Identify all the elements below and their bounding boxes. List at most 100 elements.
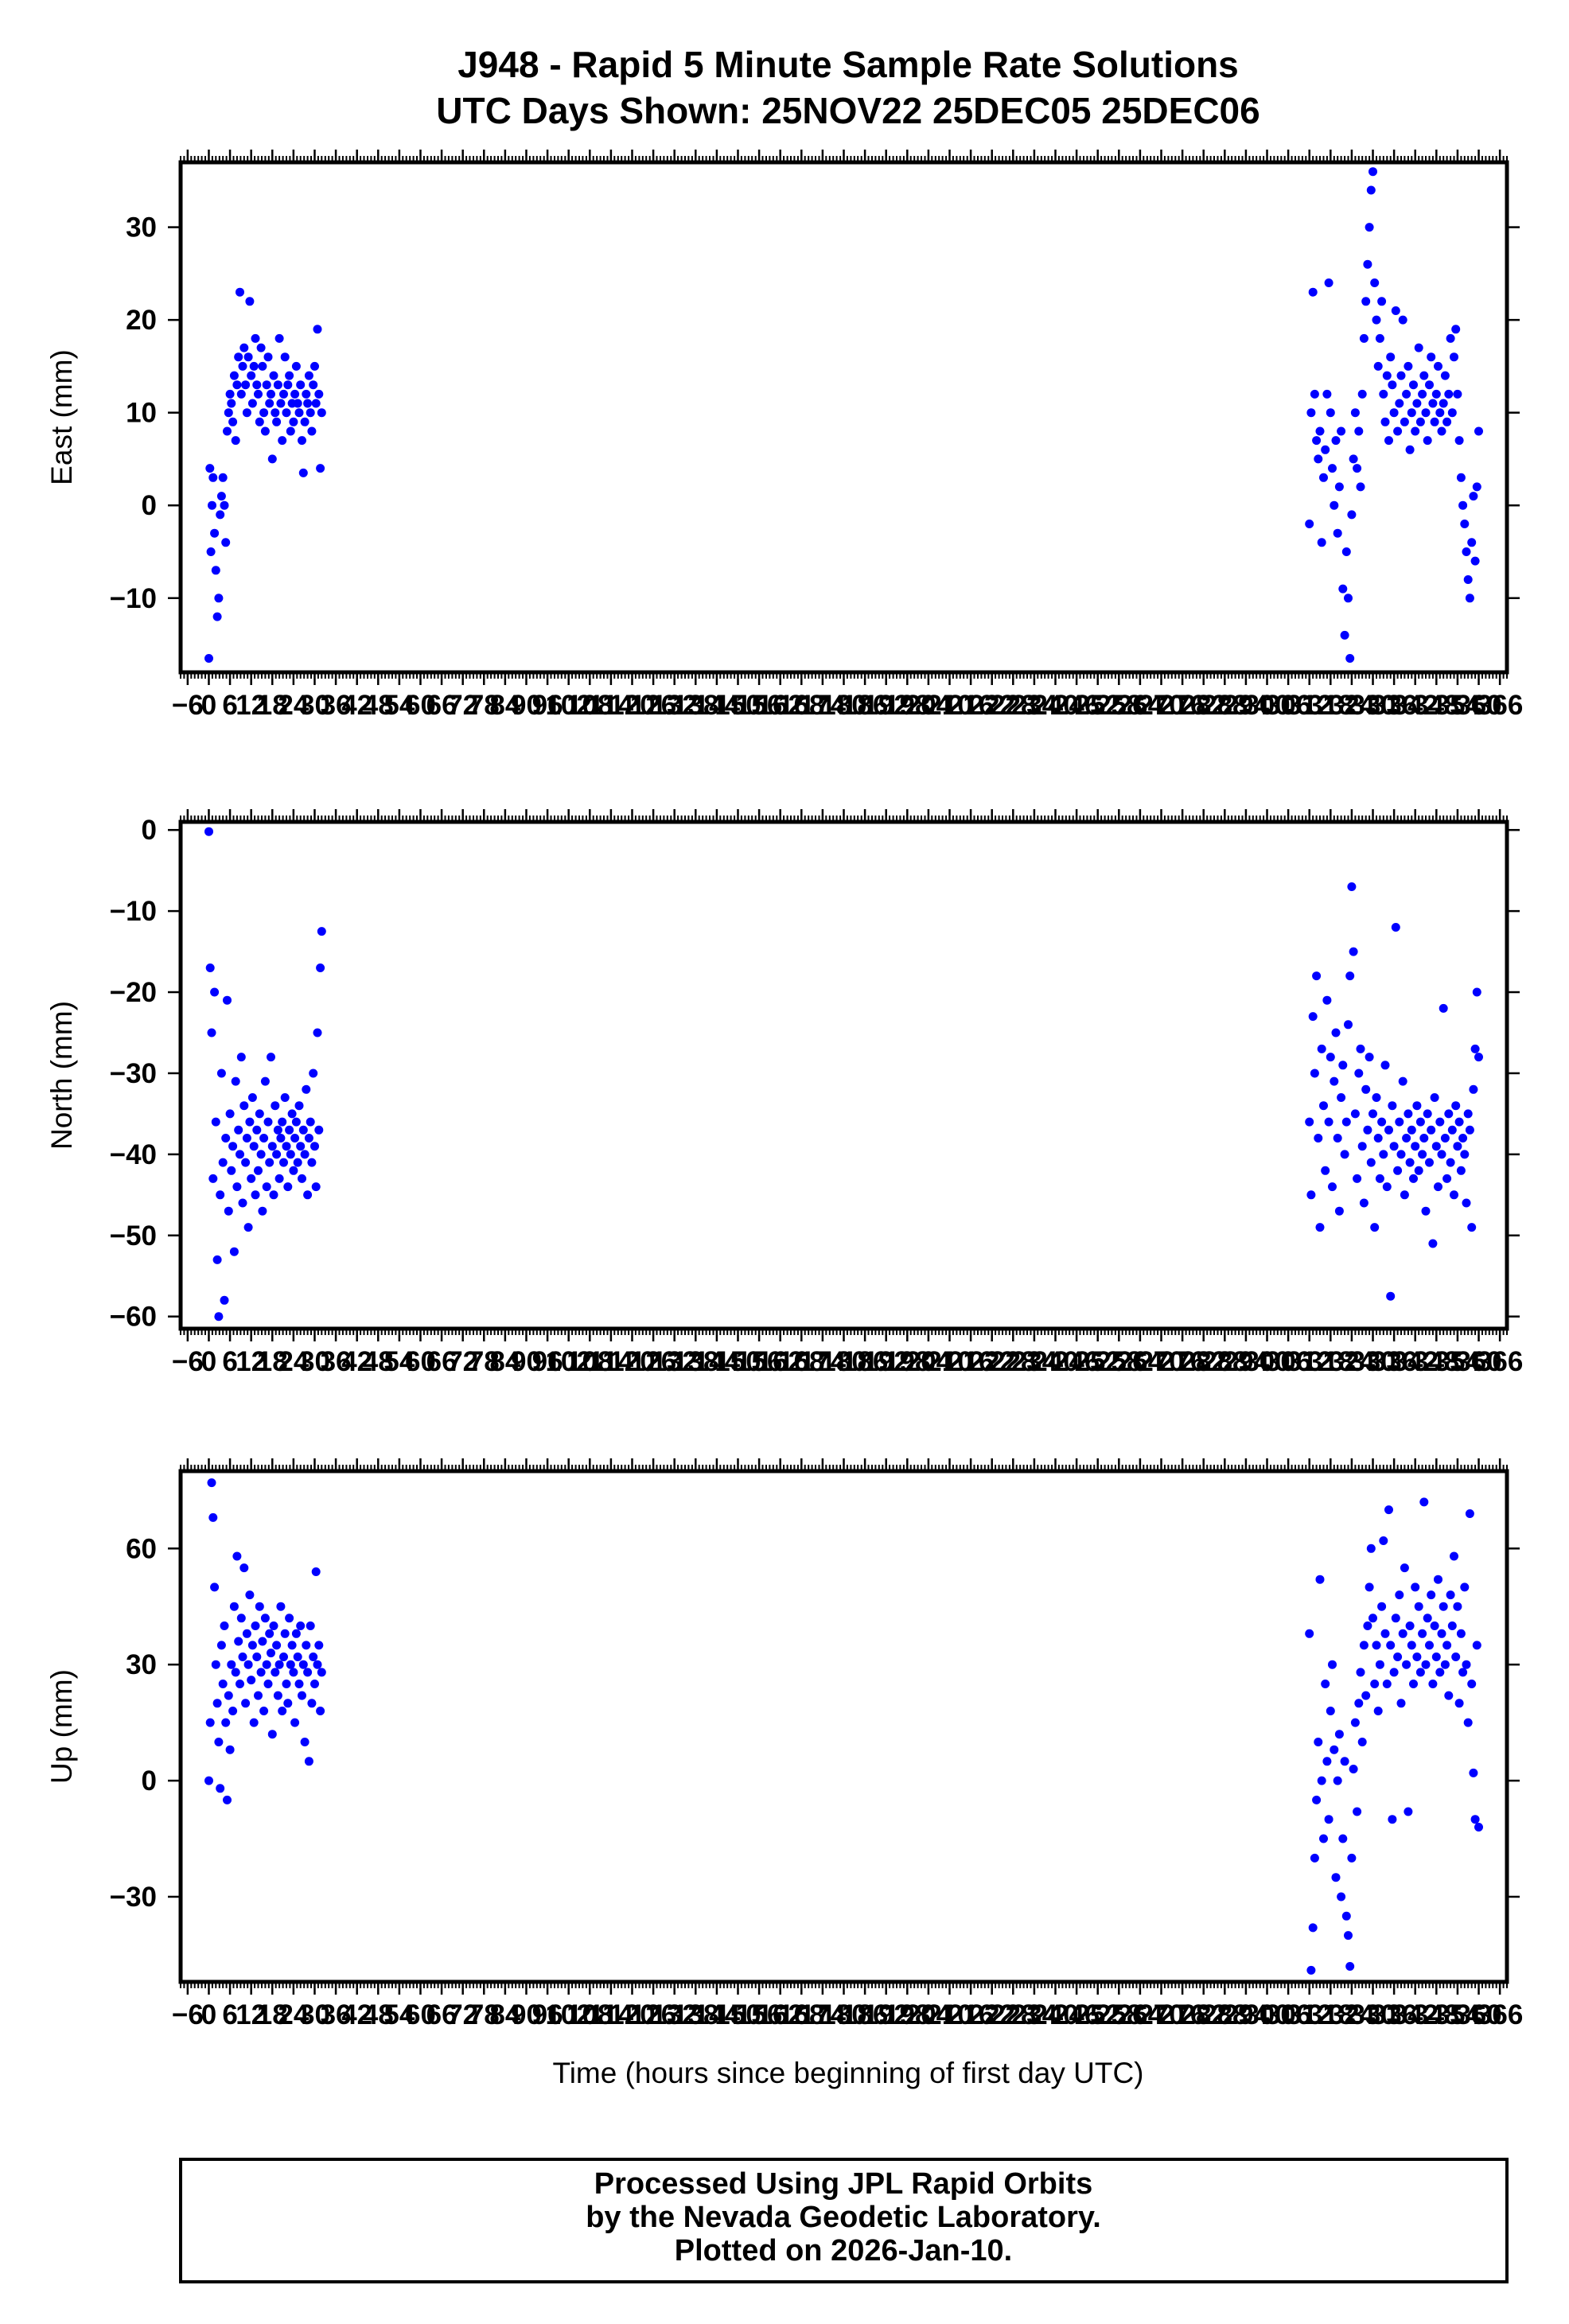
up-data-point [228, 1707, 238, 1715]
north-data-point [221, 1134, 231, 1143]
north-x-tick-label: 120 [609, 1346, 655, 1377]
north-data-point [267, 1053, 275, 1062]
east-x-tick-label: 18 [257, 690, 288, 721]
north-x-tick-label: 354 [1435, 1346, 1481, 1377]
up-data-point [212, 1699, 222, 1708]
east-data-point [1440, 371, 1450, 380]
up-x-tick-label: 270 [1138, 1999, 1184, 2030]
east-x-tick-label: 306 [1265, 690, 1311, 721]
up-data-point [1427, 1590, 1436, 1600]
north-data-point [293, 1158, 302, 1167]
east-data-point [1451, 325, 1461, 334]
east-data-point [1434, 361, 1442, 371]
east-data-point [206, 547, 216, 556]
east-x-tick-label: 366 [1477, 690, 1523, 721]
north-x-tick-label: 300 [1244, 1346, 1290, 1377]
east-data-point [1365, 223, 1374, 232]
east-data-point [1308, 287, 1318, 297]
north-data-point [1319, 1101, 1328, 1111]
east-x-tick-label: 336 [1371, 690, 1417, 721]
east-data-point [310, 361, 319, 371]
up-data-point [1437, 1629, 1446, 1638]
north-x-tick-label: 318 [1307, 1346, 1353, 1377]
east-data-point [260, 426, 270, 436]
up-x-tick-label: 216 [948, 1999, 994, 2030]
up-data-point [309, 1652, 318, 1661]
up-data-point [300, 1738, 310, 1746]
east-data-point [245, 297, 255, 306]
east-data-point [1306, 408, 1316, 418]
north-data-point [309, 1069, 318, 1078]
north-data-point [272, 1150, 282, 1159]
up-x-tick-label: 84 [489, 1999, 520, 2030]
up-data-point [1333, 1776, 1342, 1785]
up-data-point [1454, 1699, 1464, 1708]
up-data-point [1317, 1776, 1326, 1785]
north-y-tick-label: −20 [110, 977, 157, 1008]
north-y-tick-label: 0 [142, 815, 157, 846]
up-y-tick-label: −30 [110, 1882, 157, 1913]
up-data-point [1439, 1602, 1448, 1611]
north-data-point [1440, 1134, 1450, 1143]
north-data-point [267, 1142, 277, 1151]
east-data-point [1474, 426, 1483, 436]
north-data-point [1337, 1093, 1346, 1102]
footer-box [179, 2158, 1509, 2283]
up-data-point [1423, 1614, 1432, 1623]
up-x-tick-label: 108 [566, 1999, 613, 2030]
east-data-point [1431, 389, 1441, 399]
north-data-point [291, 1117, 301, 1127]
up-data-point [218, 1680, 228, 1688]
east-x-tick-label: 210 [926, 690, 972, 721]
north-x-tick-label: 204 [905, 1346, 952, 1377]
up-x-tick-label: 180 [820, 1999, 866, 2030]
east-data-point [262, 380, 271, 390]
east-data-point [247, 371, 256, 380]
east-x-tick-label: 354 [1435, 690, 1481, 721]
north-data-point [247, 1174, 256, 1183]
east-data-point [1444, 389, 1454, 399]
up-data-point [210, 1582, 220, 1592]
north-data-point [279, 1158, 288, 1167]
up-data-point [1370, 1680, 1380, 1688]
north-x-tick-label: 36 [321, 1346, 352, 1377]
chart-subtitle: UTC Days Shown: 25NOV22 25DEC05 25DEC06 [436, 90, 1259, 131]
east-data-point [234, 352, 243, 362]
up-data-point [1359, 1641, 1368, 1650]
x-axis-label: Time (hours since beginning of first day… [552, 2057, 1143, 2089]
east-data-point [1409, 380, 1418, 390]
north-data-point [247, 1093, 257, 1102]
north-data-point [234, 1125, 243, 1135]
east-data-point [1465, 594, 1474, 603]
north-data-point [208, 1174, 218, 1183]
up-x-tick-label: 354 [1435, 1999, 1481, 2030]
east-data-point [1405, 445, 1415, 454]
east-data-point [252, 380, 262, 390]
east-data-point [1359, 333, 1368, 343]
east-data-point [221, 538, 231, 547]
north-data-point [239, 1101, 249, 1111]
up-data-point [290, 1718, 300, 1727]
east-panel: −60 6121824303642485460667278849096102108… [45, 150, 1523, 721]
east-data-point [282, 408, 291, 418]
up-data-point [231, 1668, 240, 1677]
up-data-point [1326, 1707, 1335, 1715]
north-data-point [1333, 1134, 1342, 1143]
north-data-point [1308, 1012, 1318, 1022]
up-data-point [1411, 1582, 1420, 1592]
east-x-tick-label: 330 [1349, 690, 1396, 721]
north-data-point [1435, 1117, 1445, 1127]
up-data-point [208, 1512, 218, 1522]
east-data-point [1337, 426, 1346, 436]
east-x-tick-label: 0 [201, 690, 216, 721]
east-data-point [314, 389, 324, 399]
up-x-tick-label: 78 [469, 1999, 500, 2030]
up-x-tick-label: −6 [172, 1999, 204, 2030]
up-x-tick-label: 342 [1392, 1999, 1439, 2030]
north-data-point [274, 1174, 284, 1183]
up-x-tick-label: 60 [405, 1999, 436, 2030]
up-x-tick-label: 144 [694, 1999, 741, 2030]
east-data-point [265, 399, 274, 408]
east-data-point [1386, 352, 1396, 362]
east-data-point [225, 389, 235, 399]
